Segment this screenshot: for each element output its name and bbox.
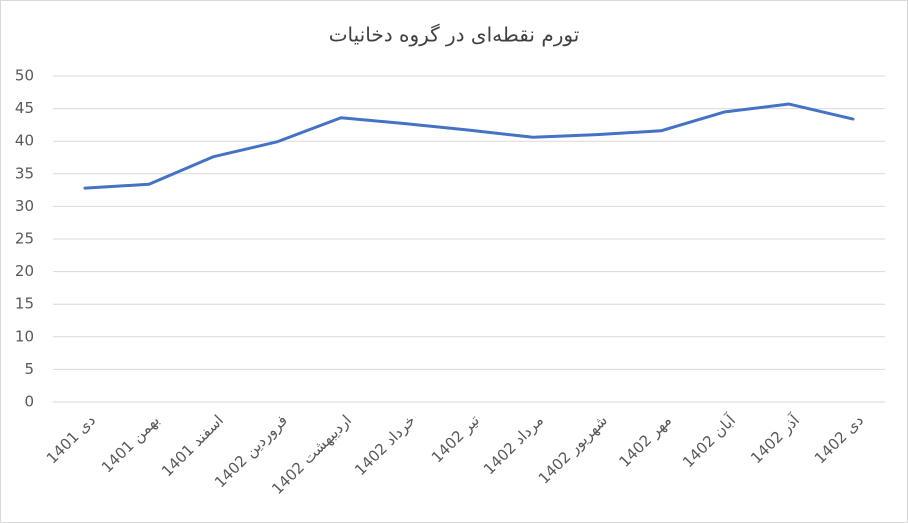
y-tick-label: 15 (15, 295, 34, 313)
y-tick-label: 0 (24, 393, 34, 411)
y-tick-label: 25 (15, 230, 34, 248)
chart-title: تورم نقطه‌ای در گروه دخانیات (329, 23, 580, 47)
y-tick-label: 10 (15, 327, 34, 345)
y-tick-label: 40 (15, 132, 34, 150)
y-tick-label: 5 (24, 360, 34, 378)
y-tick-label: 35 (15, 164, 34, 182)
y-tick-label: 20 (15, 262, 34, 280)
line (83, 102, 855, 190)
y-tick-label: 30 (15, 197, 34, 215)
y-tick-label: 50 (15, 67, 34, 85)
y-tick-label: 45 (15, 99, 34, 117)
